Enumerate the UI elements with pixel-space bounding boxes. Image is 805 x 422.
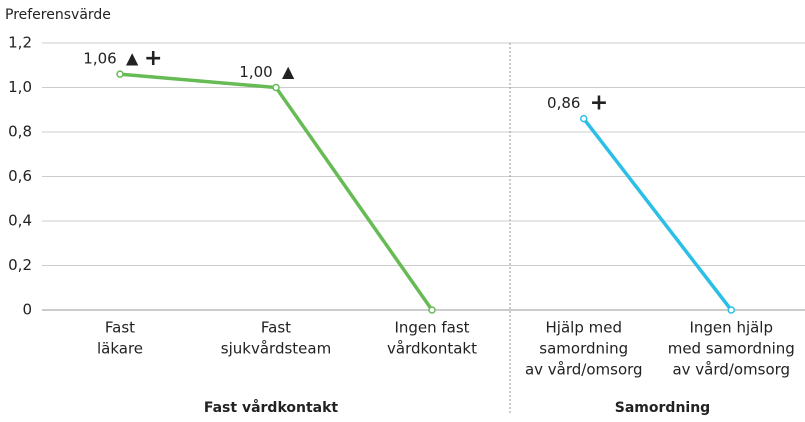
x-tick-label: läkare xyxy=(97,340,143,358)
y-axis-label: Preferensvärde xyxy=(5,7,111,23)
line xyxy=(582,117,733,312)
group-label: Fast vårdkontakt xyxy=(204,399,339,416)
x-tick-label: Fast xyxy=(105,319,135,337)
point xyxy=(116,70,124,78)
value-label: 0,86 xyxy=(547,94,580,112)
symbol: + xyxy=(590,91,608,116)
point xyxy=(727,306,735,314)
symbol: ▲ xyxy=(282,62,295,81)
line xyxy=(119,72,434,312)
x-tick-label: av vård/omsorg xyxy=(672,361,790,379)
y-tick-label: 1,0 xyxy=(8,78,32,96)
x-tick-label: Fast xyxy=(261,319,291,337)
x-tick-label: Ingen hjälp xyxy=(689,319,773,337)
value-label: 1,06 xyxy=(83,50,116,68)
group-label: Samordning xyxy=(615,400,710,416)
value-label: 1,00 xyxy=(239,63,272,81)
x-tick-label: vårdkontakt xyxy=(387,340,477,358)
y-tick-label: 0 xyxy=(22,301,32,319)
point xyxy=(428,306,436,314)
x-tick-label: med samordning xyxy=(668,340,795,358)
y-tick-label: 1,2 xyxy=(8,34,32,52)
symbol: + xyxy=(144,46,162,71)
x-tick-label: Ingen fast xyxy=(394,319,469,337)
x-tick-label: Hjälp med xyxy=(546,319,622,337)
x-tick-label: samordning xyxy=(539,340,628,358)
y-tick-label: 0,4 xyxy=(8,212,32,230)
point xyxy=(580,114,588,123)
symbol: ▲ xyxy=(126,49,139,68)
y-tick-label: 0,2 xyxy=(8,256,32,274)
y-tick-label: 0,8 xyxy=(8,123,32,141)
x-tick-label: sjukvårdsteam xyxy=(221,340,331,358)
y-tick-label: 0,6 xyxy=(8,167,32,185)
point xyxy=(272,83,280,92)
x-tick-label: av vård/omsorg xyxy=(525,361,643,379)
